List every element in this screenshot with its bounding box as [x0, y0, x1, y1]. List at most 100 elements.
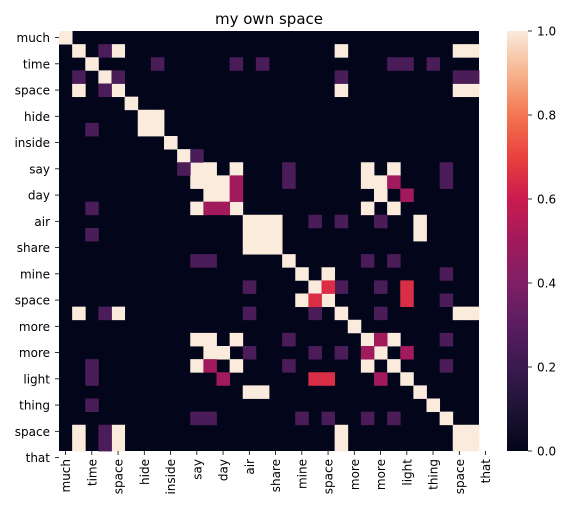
heatmap-cell: [177, 162, 191, 176]
heatmap-cell: [439, 293, 454, 308]
heatmap-cell: [308, 346, 322, 360]
y-tick-label: mine: [20, 267, 50, 281]
heatmap-cell: [282, 332, 296, 347]
y-tick-label: inside: [14, 136, 50, 150]
heatmap-cell: [334, 70, 349, 84]
heatmap-cell: [190, 359, 204, 373]
x-tick-label: air: [243, 459, 257, 475]
heatmap-cell: [413, 385, 427, 399]
heatmap-cell: [321, 280, 336, 294]
heatmap-cell: [452, 437, 467, 452]
heatmap-cell: [321, 411, 336, 426]
heatmap-cell: [229, 175, 244, 189]
heatmap-cell: [321, 293, 336, 308]
x-axis-ticks: much time space hide inside say day air share min…: [59, 451, 493, 495]
heatmap-cell: [242, 346, 257, 360]
heatmap-cell: [452, 83, 467, 98]
heatmap-cell: [387, 411, 401, 426]
heatmap-cell: [203, 359, 217, 373]
heatmap-cell: [137, 109, 152, 124]
heatmap-cell: [190, 175, 204, 189]
heatmap-cell: [229, 201, 244, 216]
heatmap-cell: [295, 293, 309, 308]
heatmap-cell: [269, 214, 283, 229]
heatmap-cell: [321, 372, 336, 386]
heatmap-cell: [72, 70, 86, 84]
y-tick-label: hide: [24, 110, 50, 124]
heatmap-cell: [269, 227, 283, 242]
heatmap-cell: [334, 424, 349, 439]
heatmap-cell: [216, 188, 231, 203]
heatmap-cell: [203, 201, 217, 216]
heatmap-cell: [374, 175, 388, 189]
heatmap-cell: [360, 201, 375, 216]
heatmap-cell: [242, 280, 257, 294]
heatmap-cell: [334, 214, 349, 229]
heatmap-cell: [400, 57, 414, 71]
x-tick-label: hide: [138, 459, 152, 485]
heatmap-cell: [282, 254, 296, 268]
y-tick-label: more: [19, 346, 50, 360]
heatmap-cell: [111, 83, 126, 98]
heatmap-cell: [439, 332, 454, 347]
heatmap-cell: [465, 70, 480, 84]
heatmap-cell: [387, 57, 401, 71]
heatmap-cell: [111, 44, 126, 58]
heatmap-cell: [295, 411, 309, 426]
heatmap-cell: [360, 332, 375, 347]
heatmap-cell: [255, 385, 270, 399]
heatmap-cell: [308, 214, 322, 229]
heatmap-cell: [72, 306, 86, 321]
heatmap-cell: [295, 267, 309, 281]
heatmap-cell: [203, 162, 217, 176]
heatmap-cell: [400, 372, 414, 386]
heatmap-cell: [282, 162, 296, 176]
heatmap-cell: [190, 411, 204, 426]
heatmap-cell: [98, 44, 112, 58]
heatmap-cell: [387, 332, 401, 347]
y-tick-label: much: [17, 31, 51, 45]
heatmap-cell: [255, 214, 270, 229]
heatmap-cell: [413, 227, 427, 242]
colorbar-tick-label: 0.2: [537, 361, 556, 375]
x-tick-label: time: [85, 459, 99, 486]
heatmap-cell: [98, 83, 112, 98]
heatmap-cell: [374, 214, 388, 229]
y-tick-label: say: [29, 162, 50, 176]
y-tick-label: more: [19, 320, 50, 334]
heatmap-cell: [203, 332, 217, 347]
heatmap-cell: [216, 372, 231, 386]
x-tick-label: more: [374, 459, 388, 490]
heatmap-cell: [374, 188, 388, 203]
heatmap-cell: [229, 162, 244, 176]
heatmap-cell: [387, 254, 401, 268]
heatmap-cell: [374, 306, 388, 321]
x-tick-label: space: [453, 459, 467, 494]
heatmap-cell: [111, 437, 126, 452]
heatmap-cell: [229, 332, 244, 347]
heatmap-cell: [465, 44, 480, 58]
heatmap-cell: [137, 122, 152, 137]
heatmap-cell: [387, 359, 401, 373]
heatmap-cell: [242, 214, 257, 229]
heatmap-cell: [255, 227, 270, 242]
heatmap-cell: [111, 306, 126, 321]
colorbar-ticks: 0.0 0.2 0.4 0.6 0.8 1.0: [528, 25, 556, 459]
heatmap-cell: [98, 306, 112, 321]
x-tick-label: that: [479, 459, 493, 484]
heatmap-cell: [150, 57, 165, 71]
heatmap-cell: [413, 214, 427, 229]
y-tick-label: thing: [19, 399, 50, 413]
heatmap-cell: [426, 398, 441, 413]
heatmap-cell: [439, 175, 454, 189]
heatmap-cell: [216, 175, 231, 189]
heatmap-cell: [177, 149, 191, 163]
y-tick-label: space: [15, 294, 50, 308]
heatmap-cell: [308, 280, 322, 294]
heatmap-cell: [190, 332, 204, 347]
x-tick-label: more: [348, 459, 362, 490]
y-tick-label: space: [15, 84, 50, 98]
x-tick-label: thing: [427, 459, 441, 490]
heatmap-cell: [282, 175, 296, 189]
